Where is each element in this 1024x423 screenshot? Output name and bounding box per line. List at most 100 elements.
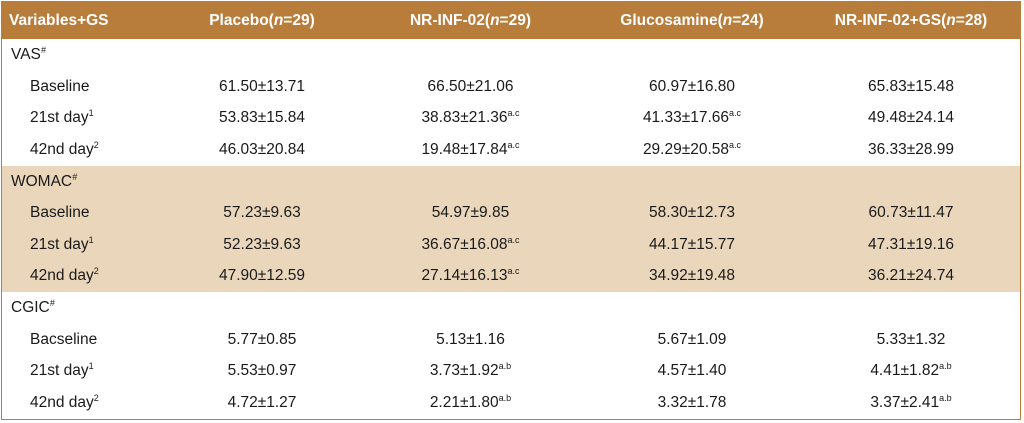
row-label-text: 21st day	[30, 109, 89, 127]
group-name: VAS	[11, 46, 41, 63]
row-label-text: 21st day	[30, 235, 89, 253]
row-label: 42nd day2	[2, 261, 165, 293]
cell-value: 54.97±9.85	[431, 204, 510, 222]
row-label-text: Bacseline	[30, 330, 98, 348]
table-cell: 29.29±20.58a.c	[582, 134, 802, 166]
cell-value: 5.77±0.85	[227, 330, 297, 348]
cell-significance: a.b	[939, 361, 952, 372]
table-cell: 4.57±1.40	[582, 356, 802, 388]
table-cell: 2.21±1.80a.b	[359, 387, 582, 419]
group-row-2: CGIC#	[2, 292, 1020, 324]
cell-value: 38.83±21.36	[421, 109, 508, 127]
table-row: 21st day1 5.53±0.97 3.73±1.92a.b 4.57±1.40 4…	[2, 356, 1020, 388]
cell-value: 41.33±17.66	[642, 109, 730, 127]
table-row: 42nd day2 4.72±1.27 2.21±1.80a.b 3.32±1.78 3…	[2, 387, 1020, 419]
cell-significance: a.c	[507, 234, 520, 245]
table-cell: 5.33±1.32	[802, 324, 1020, 356]
cell-value: 57.23±9.63	[223, 204, 301, 222]
cell-value: 66.50±21.06	[427, 77, 514, 95]
cell-significance: a.c	[729, 139, 742, 150]
header-nr-inf-02-gs: NR-INF-02+GS(n=28)	[834, 11, 988, 29]
table-cell: 5.67±1.09	[582, 324, 802, 356]
table-cell: 41.33±17.66a.c	[582, 103, 802, 135]
cell-value: 19.48±17.84	[421, 140, 508, 158]
row-label: 42nd day2	[2, 134, 165, 166]
table-cell: 47.90±12.59	[165, 261, 359, 293]
table-cell: 34.92±19.48	[582, 261, 802, 293]
row-label: 21st day1	[2, 356, 165, 388]
cell-significance: a.c	[507, 139, 520, 150]
cell-value: 61.50±13.71	[218, 77, 306, 95]
table-row: Baseline 61.50±13.71 66.50±21.06 60.97±16.8…	[2, 71, 1020, 103]
row-label: 21st day1	[2, 103, 165, 135]
cell-value: 5.67±1.09	[657, 330, 727, 348]
row-label: Bacseline	[2, 324, 165, 356]
table-cell: 44.17±15.77	[582, 229, 802, 261]
cell-value: 36.21±24.74	[867, 267, 955, 285]
cell-value: 46.03±20.84	[218, 140, 306, 158]
table-cell: 46.03±20.84	[165, 134, 359, 166]
table-cell: 4.41±1.82a.b	[802, 356, 1020, 388]
table-cell: 57.23±9.63	[165, 198, 359, 230]
cell-value: 58.30±12.73	[648, 204, 736, 222]
header-glucosamine: Glucosamine(n=24)	[620, 11, 764, 29]
row-label-footnote: 2	[93, 266, 99, 277]
cell-value: 60.97±16.80	[648, 77, 736, 95]
cell-value: 29.29±20.58	[642, 140, 730, 158]
table-body: VAS# Baseline 61.50±13.71 66.50±21.06 60.97±…	[2, 39, 1020, 419]
group-mark: #	[72, 171, 78, 182]
row-label-text: Baseline	[30, 204, 90, 222]
row-label: Baseline	[2, 198, 165, 230]
table-cell: 19.48±17.84a.c	[359, 134, 582, 166]
table-cell: 49.48±24.14	[802, 103, 1020, 135]
cell-value: 4.41±1.82	[870, 362, 940, 380]
table-row: 21st day1 53.83±15.84 38.83±21.36a.c 41.33±…	[2, 103, 1020, 135]
group-mark: #	[40, 45, 46, 55]
table-cell: 53.83±15.84	[165, 103, 359, 135]
table-cell: 61.50±13.71	[165, 71, 359, 103]
table-row: 42nd day2 46.03±20.84 19.48±17.84a.c 29.29±…	[2, 134, 1020, 166]
cell-significance: a.b	[498, 392, 512, 403]
cell-value: 3.73±1.92	[429, 362, 499, 380]
cell-value: 5.53±0.97	[227, 362, 297, 380]
table-cell: 3.73±1.92a.b	[359, 356, 582, 388]
row-label-text: 42nd day	[30, 267, 94, 285]
row-label: 42nd day2	[2, 387, 165, 419]
row-label-footnote: 1	[88, 234, 94, 245]
cell-value: 3.37±2.41	[870, 393, 940, 411]
cell-value: 52.23±9.63	[223, 235, 301, 253]
cell-value: 3.32±1.78	[657, 393, 727, 411]
cell-value: 53.83±15.84	[218, 109, 306, 127]
table-cell: 3.37±2.41a.b	[802, 387, 1020, 419]
row-label-text: 42nd day	[30, 393, 94, 411]
table-cell: 60.97±16.80	[582, 71, 802, 103]
cell-value: 4.57±1.40	[657, 362, 727, 380]
row-label-footnote: 2	[93, 139, 99, 150]
row-label: Baseline	[2, 71, 165, 103]
table-cell: 60.73±11.47	[802, 198, 1020, 230]
group-label: CGIC#	[2, 292, 1020, 324]
table-row: Baseline 57.23±9.63 54.97±9.85 58.30±12.73 6…	[2, 197, 1020, 230]
table-cell: 27.14±16.13a.c	[359, 261, 582, 293]
header-row: Variables+GS Placebo(n=29) NR-INF-02(n=2…	[2, 2, 1020, 39]
table-cell: 5.13±1.16	[359, 324, 582, 356]
cell-significance: a.c	[507, 108, 520, 119]
cell-value: 65.83±15.48	[867, 77, 955, 95]
cell-value: 5.13±1.16	[436, 330, 505, 348]
cell-value: 36.33±28.99	[867, 140, 955, 158]
table-cell: 36.21±24.74	[802, 261, 1020, 293]
cell-value: 34.92±19.48	[648, 267, 736, 285]
cell-value: 60.73±11.47	[868, 204, 954, 222]
cell-value: 49.48±24.14	[867, 109, 955, 127]
row-label-footnote: 1	[88, 108, 94, 119]
table-row: 21st day1 52.23±9.63 36.67±16.08a.c 44.17±1…	[2, 229, 1020, 261]
cell-value: 47.31±19.16	[867, 235, 955, 253]
header-variables: Variables+GS	[9, 11, 109, 29]
cell-value: 4.72±1.27	[227, 393, 297, 411]
table-cell: 54.97±9.85	[359, 198, 582, 230]
table-cell: 36.67±16.08a.c	[359, 229, 582, 261]
table-cell: 4.72±1.27	[165, 387, 359, 419]
table-cell: 38.83±21.36a.c	[359, 103, 582, 135]
group-row-0: VAS#	[2, 39, 1020, 71]
